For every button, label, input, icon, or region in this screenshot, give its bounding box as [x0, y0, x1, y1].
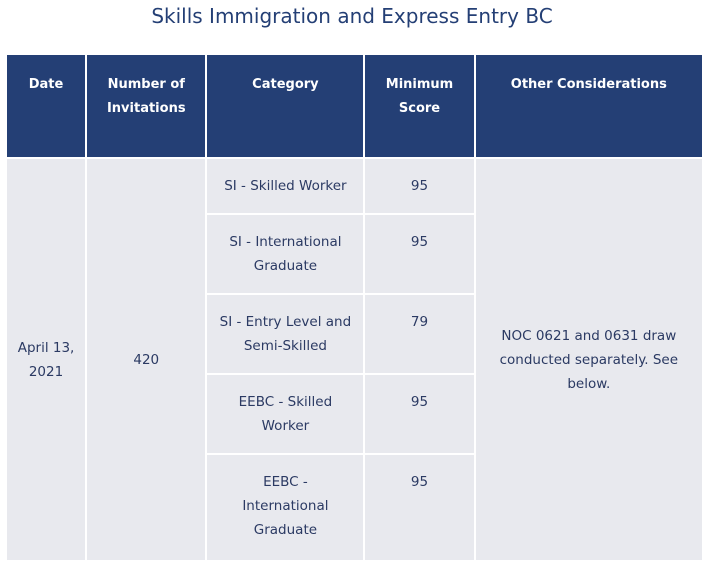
category-cell: SI - Skilled Worker — [207, 159, 364, 213]
score-cell: 95 — [365, 159, 474, 213]
draws-table: Date Number of Invitations Category Mini… — [5, 53, 704, 562]
page-title: Skills Immigration and Express Entry BC — [151, 4, 553, 28]
category-cell: EEBC - Skilled Worker — [207, 375, 364, 453]
header-date: Date — [7, 55, 86, 157]
score-cell: 79 — [365, 295, 474, 373]
category-cell: EEBC - International Graduate — [207, 455, 364, 560]
header-row: Date Number of Invitations Category Mini… — [7, 55, 702, 157]
category-cell: SI - International Graduate — [207, 215, 364, 293]
table-row: April 13, 2021 420 SI - Skilled Worker 9… — [7, 159, 702, 560]
table-row: SI - International Graduate 95 — [7, 215, 702, 293]
header-other-considerations: Other Considerations — [475, 55, 702, 157]
header-invitations: Number of Invitations — [87, 55, 206, 157]
table-row: EEBC - Skilled Worker 95 — [7, 375, 702, 453]
score-cell: 95 — [365, 215, 474, 293]
header-category: Category — [207, 55, 364, 157]
score-cell: 95 — [365, 455, 474, 560]
table-row: SI - Entry Level and Semi-Skilled 79 — [7, 295, 702, 373]
considerations-cell: NOC 0621 and 0631 draw conducted separat… — [475, 159, 702, 560]
header-minimum-score: Minimum Score — [365, 55, 474, 157]
score-cell: 95 — [365, 375, 474, 453]
invitations-cell: 420 — [87, 159, 206, 560]
table-row: EEBC - International Graduate 95 — [7, 455, 702, 560]
date-cell: April 13, 2021 — [7, 159, 86, 560]
category-cell: SI - Entry Level and Semi-Skilled — [207, 295, 364, 373]
